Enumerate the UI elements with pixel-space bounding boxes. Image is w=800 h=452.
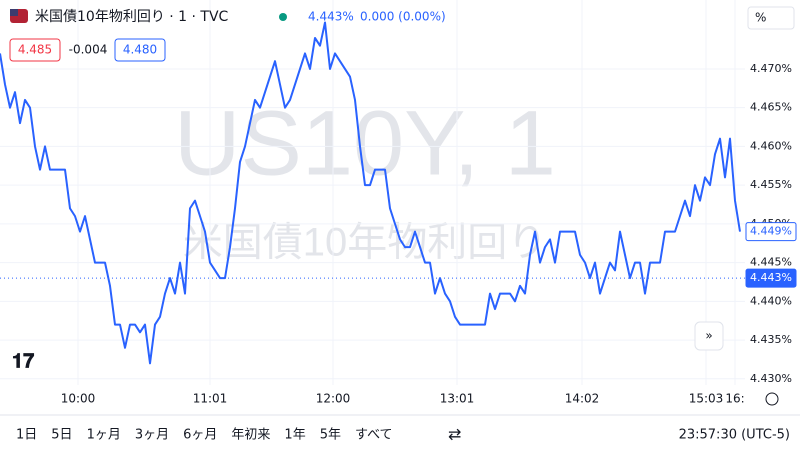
range-button[interactable]: 3ヶ月 bbox=[135, 428, 169, 443]
scroll-icon: » bbox=[705, 329, 712, 343]
range-button[interactable]: 6ヶ月 bbox=[183, 428, 217, 443]
range-button[interactable]: 1ヶ月 bbox=[87, 428, 121, 443]
y-tick-label: 4.440% bbox=[750, 294, 792, 307]
tv-logo: 𝟏𝟕 bbox=[12, 349, 34, 373]
price-label-box bbox=[745, 222, 797, 242]
range-button[interactable]: 1日 bbox=[16, 428, 37, 443]
x-tick-label: 16: bbox=[725, 392, 744, 406]
spread: -0.004 bbox=[69, 43, 108, 57]
data-line bbox=[0, 21, 741, 365]
y-tick-label: 4.460% bbox=[750, 139, 792, 152]
scroll-button[interactable] bbox=[694, 321, 724, 351]
y-tick-label: 4.465% bbox=[750, 101, 792, 114]
buy-price: 4.480 bbox=[123, 43, 157, 57]
sell-box[interactable] bbox=[9, 38, 61, 62]
unit-label: % bbox=[755, 11, 766, 25]
x-tick-label: 14:02 bbox=[565, 392, 600, 406]
y-tick-label: 4.435% bbox=[750, 333, 792, 346]
status-dot bbox=[279, 13, 287, 21]
settings-icon[interactable] bbox=[765, 392, 779, 406]
y-tick-label: 4.430% bbox=[750, 372, 792, 385]
range-button[interactable]: すべて bbox=[355, 428, 393, 443]
price-axis bbox=[745, 0, 800, 415]
last-price: 4.443% bbox=[308, 10, 354, 24]
y-tick-label: 4.455% bbox=[750, 178, 792, 191]
sell-price: 4.485 bbox=[18, 43, 52, 57]
price-label-box bbox=[745, 268, 797, 288]
change: 0.000 (0.00%) bbox=[360, 10, 446, 24]
symbol-title: 米国債10年物利回り · 1 · TVC bbox=[35, 9, 229, 25]
flag-canton bbox=[10, 9, 18, 16]
x-tick-label: 11:01 bbox=[193, 392, 228, 406]
y-tick-label: 4.470% bbox=[750, 62, 792, 75]
y-tick-label: 4.445% bbox=[750, 256, 792, 269]
time-axis bbox=[0, 385, 745, 415]
range-button[interactable]: 1年 bbox=[284, 428, 305, 443]
price-label: 4.443% bbox=[750, 271, 792, 284]
buy-box[interactable] bbox=[114, 38, 166, 62]
x-tick-label: 13:01 bbox=[440, 392, 475, 406]
unit-button[interactable] bbox=[747, 6, 795, 30]
x-tick-label: 15:03 bbox=[689, 392, 724, 406]
toolbar: 1日 5日 1ヶ月 3ヶ月 6ヶ月 年初来 1年 5年 すべて bbox=[16, 428, 393, 443]
price-label: 4.449% bbox=[750, 225, 792, 238]
compare-icon[interactable]: ⇄ bbox=[448, 425, 461, 444]
clock: 23:57:30 (UTC-5) bbox=[679, 428, 790, 443]
x-tick-label: 10:00 bbox=[61, 392, 96, 406]
range-button[interactable]: 5日 bbox=[51, 428, 72, 443]
range-button[interactable]: 年初来 bbox=[231, 428, 270, 443]
plot bbox=[0, 0, 745, 385]
watermark-name: 米国債10年物利回り bbox=[183, 221, 548, 265]
range-button[interactable]: 5年 bbox=[320, 428, 341, 443]
x-tick-label: 12:00 bbox=[316, 392, 351, 406]
